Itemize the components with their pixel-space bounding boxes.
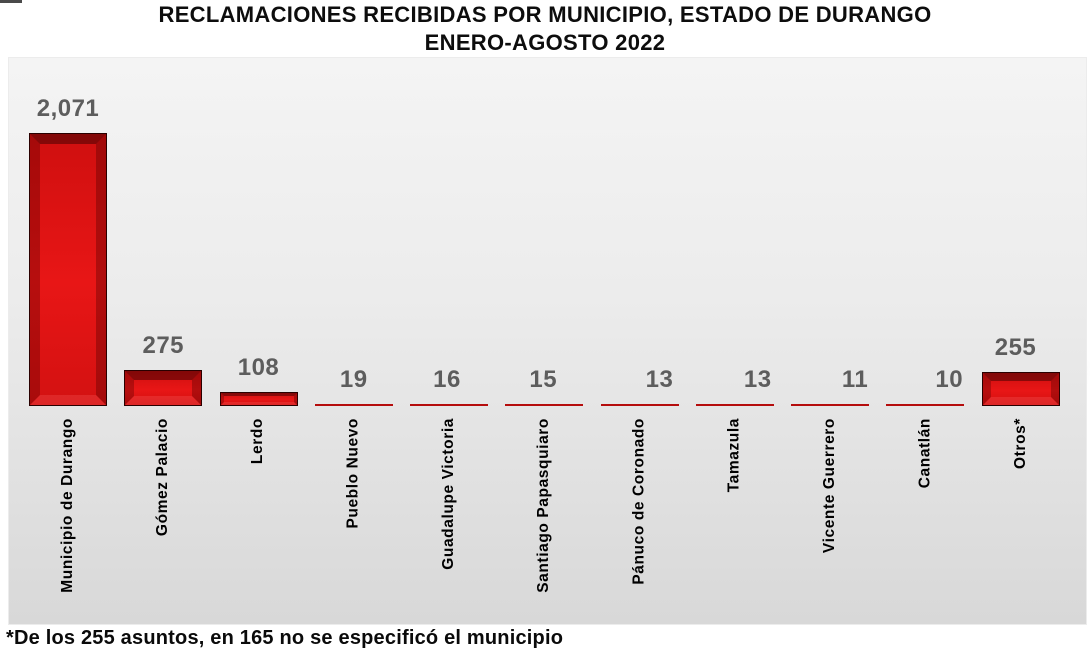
value-label-lerdo: 108 [237,353,280,381]
bar-pueblo-nuevo [314,403,393,406]
category-label-lerdo: Lerdo [249,418,267,465]
category-label-pueblo-nuevo: Pueblo Nuevo [344,418,362,529]
bar-vicente-guerrero [791,404,869,406]
value-label-municipio-de-durango: 2,071 [36,95,100,123]
bar-guadalupe-victoria [410,403,488,406]
value-label-panuco-de-coronado: 13 [645,366,674,394]
bar-panuco-de-coronado [600,404,679,406]
value-label-canatlan: 10 [935,366,964,394]
bar-tamazula [695,404,774,406]
category-label-tamazula: Tamazula [725,418,743,493]
bar-santiago-papasquiaro [505,404,584,406]
category-label-gomez-palacio: Gómez Palacio [154,418,172,537]
value-label-vicente-guerrero: 11 [841,366,869,394]
category-label-santiago-papasquiaro: Santiago Papasquiaro [535,418,553,593]
value-label-tamazula: 13 [743,366,772,394]
category-label-canatlan: Canatlán [916,418,934,489]
category-label-guadalupe-victoria: Guadalupe Victoria [440,418,457,570]
chart-title: RECLAMACIONES RECIBIDAS POR MUNICIPIO, E… [0,1,1090,57]
chart-plot-area: 2,071 Municipio de Durango 275 Gómez Palaci… [8,57,1087,625]
category-label-otros: Otros* [1011,418,1029,469]
category-label-municipio-de-durango: Municipio de Durango [59,418,76,593]
bar-canatlan [886,404,965,406]
bar-lerdo [219,391,298,406]
bar-bevel [220,392,297,405]
value-label-santiago-papasquiaro: 15 [529,366,558,394]
category-label-panuco-de-coronado: Pánuco de Coronado [630,418,648,585]
value-label-pueblo-nuevo: 19 [339,365,368,393]
bar-otros [981,372,1060,406]
value-label-gomez-palacio: 275 [142,331,185,359]
bar-bevel [30,134,106,405]
value-label-otros: 255 [994,334,1037,362]
bar-bevel [125,370,202,405]
chart-title-line2: ENERO-AGOSTO 2022 [424,30,666,55]
bar-bevel [982,373,1059,405]
chart-footnote: *De los 255 asuntos, en 165 no se especi… [6,627,564,649]
category-label-vicente-guerrero: Vicente Guerrero [821,418,838,554]
value-label-guadalupe-victoria: 16 [433,365,461,393]
bar-gomez-palacio [124,369,203,406]
bar-municipio-de-durango [29,133,107,406]
corner-mark [0,0,22,3]
chart-title-line1: RECLAMACIONES RECIBIDAS POR MUNICIPIO, E… [158,2,932,27]
